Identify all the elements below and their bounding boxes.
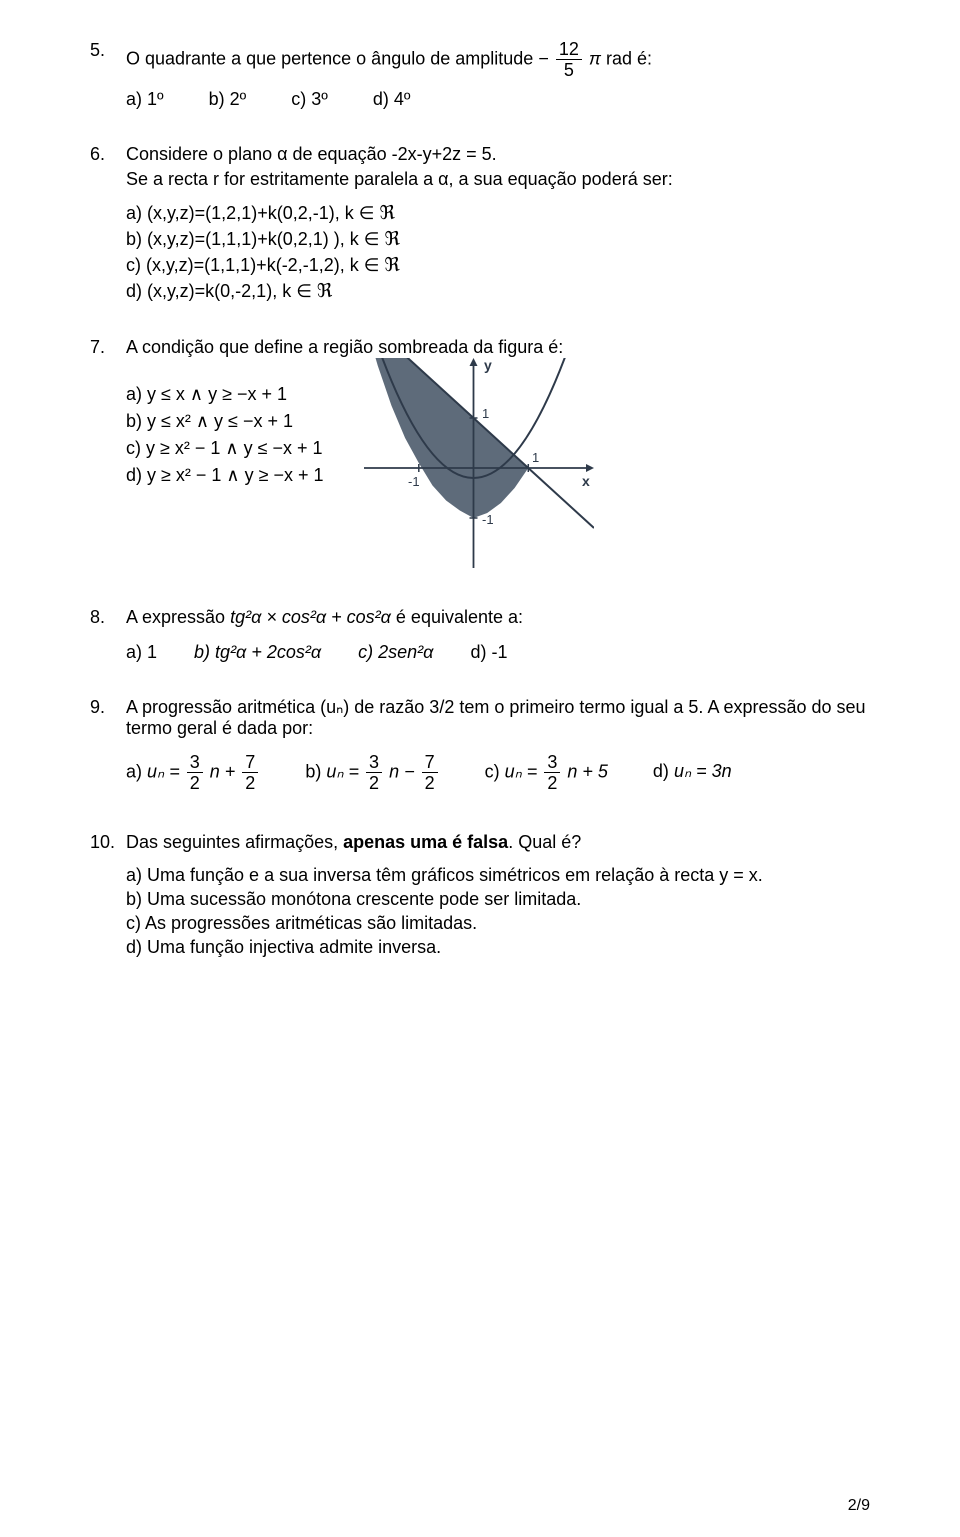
q6-options: a) (x,y,z)=(1,2,1)+k(0,2,-1), k ∈ ℜ b) (… <box>126 202 870 303</box>
q5-pi: π <box>589 48 601 68</box>
q6-opt-b: b) (x,y,z)=(1,1,1)+k(0,2,1) ), k ∈ ℜ <box>126 228 870 251</box>
q7-opt-a: a) y ≤ x ∧ y ≥ −x + 1 <box>126 384 324 405</box>
q9-opt-d: d) uₙ = 3n <box>653 761 732 782</box>
page-number: 2/9 <box>848 1497 870 1515</box>
q8-number: 8. <box>90 607 118 628</box>
y-axis-arrow <box>469 358 477 366</box>
q5-opt-b: b) 2º <box>209 89 247 110</box>
q8-opt-b: b) tg²α + 2cos²α <box>194 642 321 663</box>
q7-body: a) y ≤ x ∧ y ≥ −x + 1 b) y ≤ x² ∧ y ≤ −x… <box>126 358 870 573</box>
question-10: 10. Das seguintes afirmações, apenas uma… <box>90 832 870 958</box>
q5-opt-a: a) 1º <box>126 89 164 110</box>
q7-opt-b: b) y ≤ x² ∧ y ≤ −x + 1 <box>126 411 324 432</box>
q10-text-post: . Qual é? <box>508 832 581 852</box>
q8-opt-a: a) 1 <box>126 642 157 663</box>
q5-number: 5. <box>90 40 118 61</box>
label-xneg1: -1 <box>408 474 420 489</box>
q7-graph-svg: y x -1 1 -1 1 <box>364 358 594 568</box>
q6-number: 6. <box>90 144 118 165</box>
q9-number: 9. <box>90 697 118 718</box>
q10-number: 10. <box>90 832 118 853</box>
q10-opt-d: d) Uma função injectiva admite inversa. <box>126 937 870 958</box>
q8-stem: A expressão tg²α × cos²α + cos²α é equiv… <box>126 607 870 628</box>
x-axis-arrow <box>586 464 594 472</box>
q9-opt-a: a) uₙ = 32 n + 72 <box>126 753 260 792</box>
q8-opt-d: d) -1 <box>470 642 507 663</box>
question-7: 7. A condição que define a região sombre… <box>90 337 870 573</box>
q6-line2: Se a recta r for estritamente paralela a… <box>126 169 870 190</box>
q10-opt-b: b) Uma sucessão monótona crescente pode … <box>126 889 870 910</box>
q5-opt-d: d) 4º <box>373 89 411 110</box>
question-8: 8. A expressão tg²α × cos²α + cos²α é eq… <box>90 607 870 663</box>
q5-opt-c: c) 3º <box>291 89 328 110</box>
q5-options: a) 1º b) 2º c) 3º d) 4º <box>126 89 870 110</box>
question-5: 5. O quadrante a que pertence o ângulo d… <box>90 40 870 110</box>
q10-text-pre: Das seguintes afirmações, <box>126 832 343 852</box>
q5-stem: O quadrante a que pertence o ângulo de a… <box>126 40 870 79</box>
q9-opt-c: c) uₙ = 32 n + 5 <box>485 753 608 792</box>
label-x: x <box>582 473 590 489</box>
q7-graph: y x -1 1 -1 1 <box>364 358 594 573</box>
q8-options: a) 1 b) tg²α + 2cos²α c) 2sen²α d) -1 <box>126 642 870 663</box>
q5-fraction: 12 5 <box>556 40 582 79</box>
q6-opt-c: c) (x,y,z)=(1,1,1)+k(-2,-1,2), k ∈ ℜ <box>126 254 870 277</box>
q6-stem: Considere o plano α de equação -2x-y+2z … <box>126 144 870 190</box>
label-y: y <box>484 358 492 373</box>
q9-options: a) uₙ = 32 n + 72 b) uₙ = 32 n − 72 c) u… <box>126 753 870 792</box>
q6-opt-d: d) (x,y,z)=k(0,-2,1), k ∈ ℜ <box>126 280 870 303</box>
q8-expr: tg²α × cos²α + cos²α <box>230 607 391 627</box>
label-yneg1: -1 <box>482 512 494 527</box>
q5-frac-num: 12 <box>556 40 582 59</box>
q5-text-post: rad é: <box>606 48 652 68</box>
q7-opt-d: d) y ≥ x² − 1 ∧ y ≥ −x + 1 <box>126 465 324 486</box>
question-9: 9. A progressão aritmética (uₙ) de razão… <box>90 697 870 792</box>
q6-opt-a: a) (x,y,z)=(1,2,1)+k(0,2,-1), k ∈ ℜ <box>126 202 870 225</box>
q8-opt-c: c) 2sen²α <box>358 642 433 663</box>
q7-stem: A condição que define a região sombreada… <box>126 337 870 358</box>
q5-text-pre: O quadrante a que pertence o ângulo de a… <box>126 48 538 68</box>
q10-stem: Das seguintes afirmações, apenas uma é f… <box>126 832 870 853</box>
q9-opt-b: b) uₙ = 32 n − 72 <box>305 753 439 792</box>
q10-opt-a: a) Uma função e a sua inversa têm gráfic… <box>126 865 870 886</box>
q10-options: a) Uma função e a sua inversa têm gráfic… <box>126 865 870 958</box>
question-6: 6. Considere o plano α de equação -2x-y+… <box>90 144 870 303</box>
label-xpos1: 1 <box>532 450 539 465</box>
shaded-region-poly <box>364 358 528 518</box>
q5-frac-den: 5 <box>556 59 582 79</box>
q9-stem: A progressão aritmética (uₙ) de razão 3/… <box>126 697 870 739</box>
q5-minus: − <box>538 48 549 68</box>
q6-line1: Considere o plano α de equação -2x-y+2z … <box>126 144 870 165</box>
q7-options: a) y ≤ x ∧ y ≥ −x + 1 b) y ≤ x² ∧ y ≤ −x… <box>126 378 324 492</box>
q10-opt-c: c) As progressões aritméticas são limita… <box>126 913 870 934</box>
q7-opt-c: c) y ≥ x² − 1 ∧ y ≤ −x + 1 <box>126 438 324 459</box>
q8-text-pre: A expressão <box>126 607 230 627</box>
q8-text-post: é equivalente a: <box>396 607 523 627</box>
label-ypos1: 1 <box>482 406 489 421</box>
q10-bold: apenas uma é falsa <box>343 832 508 852</box>
q7-number: 7. <box>90 337 118 358</box>
